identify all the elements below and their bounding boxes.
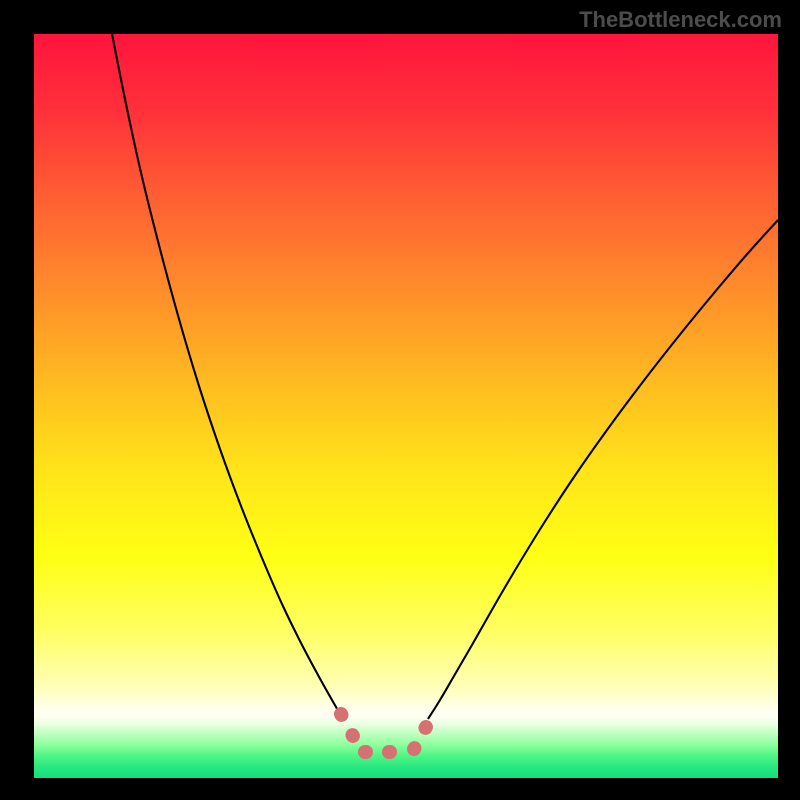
watermark-text: TheBottleneck.com: [579, 7, 782, 33]
chart-container: TheBottleneck.com: [0, 0, 800, 800]
bottleneck-curve-left: [112, 34, 343, 719]
highlight-segment-left: [341, 714, 360, 749]
curves-svg: [34, 34, 778, 778]
plot-area: [34, 34, 778, 778]
bottleneck-curve-right: [428, 220, 778, 719]
highlight-segment-right: [414, 714, 433, 749]
